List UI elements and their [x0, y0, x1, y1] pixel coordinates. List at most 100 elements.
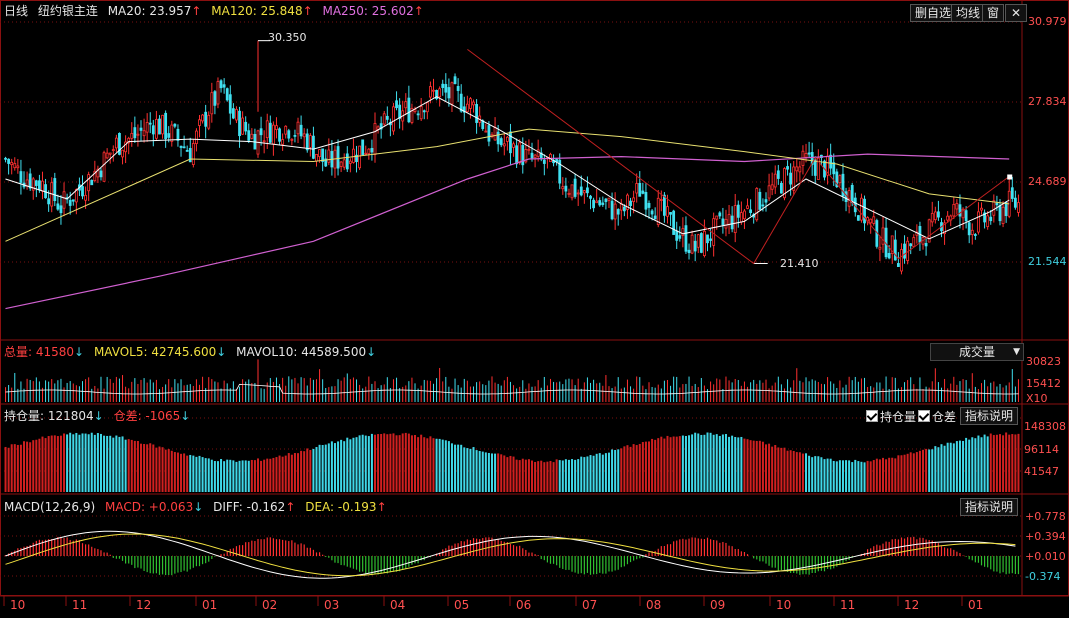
- candle-body: [656, 197, 660, 226]
- oi-bar: [447, 441, 450, 492]
- oi-bar: [472, 447, 475, 492]
- oi-bar: [186, 455, 189, 492]
- candle-body: [321, 148, 325, 162]
- candle-body: [161, 114, 164, 135]
- oi-bar: [318, 444, 321, 492]
- candle-body: [382, 113, 386, 125]
- candle-body: [210, 92, 214, 115]
- time-tick: 09: [710, 598, 726, 612]
- oi-help-button[interactable]: 指标说明: [960, 407, 1019, 425]
- time-tick: 01: [968, 598, 984, 612]
- ma-button[interactable]: 均线: [951, 4, 986, 22]
- oi-bar: [29, 442, 32, 492]
- candle-body: [893, 239, 897, 261]
- candle-body: [290, 138, 294, 141]
- oi-diff-checkbox[interactable]: 仓差: [918, 408, 956, 425]
- time-tick: 04: [390, 598, 406, 612]
- candle-body: [308, 135, 312, 148]
- oi-bar: [250, 459, 253, 492]
- oi-bar: [1005, 432, 1008, 492]
- indicator-dropdown[interactable]: 成交量 ▼: [930, 343, 1024, 361]
- up-arrow-icon: ↑: [285, 500, 296, 514]
- candle-body: [87, 174, 91, 192]
- window-button[interactable]: 窗: [982, 4, 1005, 22]
- oi-bar: [269, 458, 272, 492]
- candle-body: [191, 143, 195, 165]
- candle-body: [204, 111, 208, 127]
- candle-body: [74, 189, 78, 203]
- candle-body: [324, 158, 328, 167]
- oi-checkbox[interactable]: 持仓量: [866, 408, 916, 425]
- oi-bar: [555, 459, 558, 492]
- oi-bar: [620, 448, 623, 492]
- macd-tick: +0.778: [1025, 510, 1066, 523]
- oi-bar: [59, 435, 62, 492]
- oi-bar: [980, 437, 983, 492]
- candle-body: [709, 238, 712, 241]
- candle-body: [225, 88, 229, 101]
- oi-bar: [386, 434, 389, 492]
- candle-body: [305, 133, 309, 151]
- candle-body: [493, 127, 497, 141]
- candle-body: [610, 200, 614, 220]
- candle-body: [367, 148, 371, 154]
- indicator-dropdown-label: 成交量: [959, 345, 996, 359]
- macd-help-button[interactable]: 指标说明: [960, 498, 1019, 516]
- candle-body: [416, 113, 420, 116]
- time-tick: 10: [10, 598, 26, 612]
- candle-body: [955, 203, 959, 210]
- oi-bar: [755, 440, 758, 492]
- oi-bar: [103, 435, 106, 492]
- ma120-label: MA120: 25.848: [211, 4, 303, 18]
- oi-bar: [734, 436, 737, 492]
- oi-bar: [838, 460, 841, 492]
- oi-bar: [297, 453, 300, 492]
- candle-body: [238, 110, 241, 137]
- candle-body: [472, 101, 475, 106]
- oi-bar: [534, 461, 537, 492]
- candle-body: [887, 253, 891, 259]
- candle-body: [385, 115, 389, 120]
- candle-body: [860, 197, 863, 221]
- candle-body: [582, 190, 586, 194]
- ma120-line: [5, 128, 1010, 242]
- candle-body: [293, 134, 297, 137]
- candle-body: [345, 153, 349, 170]
- candle-body: [952, 204, 956, 217]
- candle-body: [111, 149, 115, 151]
- oi-bar: [81, 433, 84, 492]
- oi-bar: [922, 449, 925, 492]
- candle-body: [795, 166, 799, 172]
- oi-bar: [287, 453, 290, 492]
- oi-bar: [721, 434, 724, 492]
- close-icon[interactable]: ✕: [1005, 4, 1027, 22]
- oi-bar: [232, 460, 235, 492]
- oi-bar: [63, 433, 66, 492]
- candle-body: [995, 202, 999, 206]
- candle-body: [201, 114, 204, 122]
- oi-bar: [284, 455, 287, 492]
- candle-body: [81, 186, 84, 197]
- candle-body: [570, 184, 574, 199]
- candle-body: [792, 166, 796, 191]
- oi-bar: [358, 435, 361, 492]
- candle-body: [881, 227, 885, 245]
- mavol10-label: MAVOL10: 44589.500: [236, 345, 367, 359]
- candle-body: [373, 123, 377, 155]
- oi-bar: [986, 436, 989, 492]
- oi-bar: [881, 457, 884, 492]
- oi-bar: [543, 462, 546, 492]
- candle-body: [179, 145, 183, 148]
- candle-body: [154, 118, 158, 139]
- candle-body: [573, 178, 577, 197]
- candle-body: [13, 163, 17, 169]
- delete-watchlist-button[interactable]: 删自选: [910, 4, 957, 22]
- time-tick: 11: [840, 598, 856, 612]
- candle-body: [207, 114, 211, 129]
- diff-label: DIFF: -0.162: [213, 500, 286, 514]
- candle-body: [647, 202, 651, 208]
- oi-bar: [207, 458, 210, 492]
- candle-body: [296, 121, 300, 135]
